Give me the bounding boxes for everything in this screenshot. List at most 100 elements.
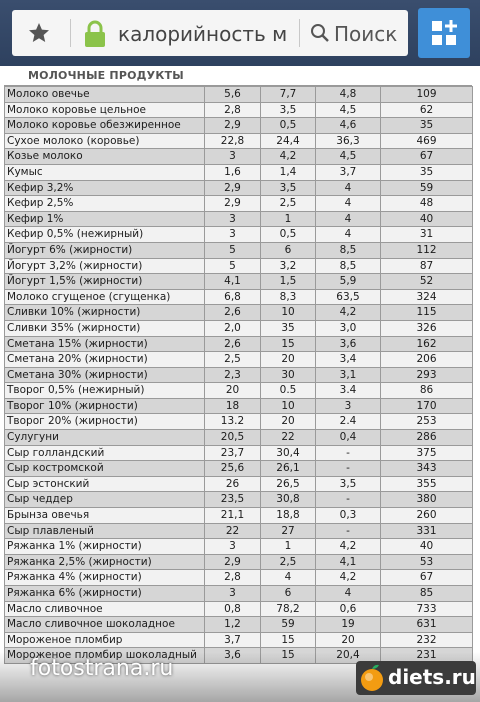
product-name-cell: Творог 10% (жирности) — [4, 397, 205, 415]
watermark-diets-logo: diets.ru — [356, 661, 476, 695]
value-cell: 2,8 — [204, 569, 261, 586]
star-icon[interactable] — [20, 16, 58, 50]
table-row: Сливки 10% (жирности) 2,6 10 4,2 115 — [4, 304, 473, 321]
table-row: Сыр эстонский 26 26,5 3,5 355 — [4, 475, 473, 493]
value-cell: 7,7 — [260, 86, 316, 103]
table-row: Сметана 30% (жирности) 2,3 30 3,1 293 — [4, 366, 473, 384]
table-row: Кефир 1% 3 1 4 40 — [4, 210, 473, 228]
value-cell: 26 — [204, 475, 261, 493]
value-cell: 0.5 — [260, 382, 316, 399]
product-name-cell: Сыр чеддер — [4, 491, 205, 509]
value-cell: 40 — [380, 538, 473, 555]
value-cell: 15 — [260, 335, 316, 353]
product-name-cell: Ряжанка 4% (жирности) — [4, 569, 205, 586]
product-name-cell: Молоко коровье цельное — [4, 101, 205, 119]
value-cell: 2,9 — [204, 195, 261, 212]
search-icon[interactable] — [310, 23, 330, 43]
value-cell: 52 — [380, 273, 473, 290]
product-name-cell: Мороженое пломбир — [4, 631, 205, 649]
value-cell: 3,5 — [260, 179, 316, 197]
value-cell: 631 — [380, 616, 473, 633]
value-cell: 3 — [204, 226, 261, 243]
address-bar[interactable]: калорийность м Поиск — [12, 10, 408, 56]
value-cell: 20 — [315, 631, 381, 649]
table-row: Ряжанка 6% (жирности) 3 6 4 85 — [4, 585, 473, 602]
value-cell: 67 — [380, 148, 473, 165]
value-cell: - — [315, 491, 381, 509]
value-cell: 22 — [260, 429, 316, 446]
value-cell: 3,1 — [315, 366, 381, 384]
value-cell: 0,5 — [260, 117, 316, 134]
value-cell: - — [315, 444, 381, 462]
value-cell: 2.4 — [315, 413, 381, 431]
search-label[interactable]: Поиск — [334, 22, 398, 46]
value-cell: 0,4 — [315, 429, 381, 446]
value-cell: 23,7 — [204, 444, 261, 462]
product-name-cell: Масло сливочное — [4, 600, 205, 618]
value-cell: 86 — [380, 382, 473, 399]
product-name-cell: Козье молоко — [4, 148, 205, 165]
watermark-diets-text: diets.ru — [388, 665, 476, 689]
value-cell: 286 — [380, 429, 473, 446]
product-name-cell: Ряжанка 2,5% (жирности) — [4, 553, 205, 571]
value-cell: 4 — [315, 195, 381, 212]
value-cell: 343 — [380, 460, 473, 477]
value-cell: 6 — [260, 585, 316, 602]
product-name-cell: Молоко овечье — [4, 86, 205, 103]
value-cell: 20,5 — [204, 429, 261, 446]
value-cell: 31 — [380, 226, 473, 243]
product-name-cell: Сливки 10% (жирности) — [4, 304, 205, 321]
value-cell: 4 — [315, 585, 381, 602]
product-name-cell: Сметана 20% (жирности) — [4, 351, 205, 368]
value-cell: 30,4 — [260, 444, 316, 462]
product-name-cell: Молоко коровье обезжиренное — [4, 117, 205, 134]
value-cell: 4,5 — [315, 148, 381, 165]
value-cell: 36,3 — [315, 132, 381, 150]
value-cell: 35 — [380, 163, 473, 181]
table-row: Молоко коровье цельное 2,8 3,5 4,5 62 — [4, 101, 473, 119]
value-cell: 293 — [380, 366, 473, 384]
value-cell: 331 — [380, 522, 473, 540]
value-cell: 48 — [380, 195, 473, 212]
value-cell: 3,7 — [204, 631, 261, 649]
value-cell: 6 — [260, 241, 316, 259]
divider — [299, 19, 300, 47]
value-cell: 30,8 — [260, 491, 316, 509]
table-row: Козье молоко 3 4,2 4,5 67 — [4, 148, 473, 165]
value-cell: 3 — [204, 538, 261, 555]
divider — [70, 19, 71, 47]
tabs-grid-icon[interactable] — [418, 8, 470, 58]
value-cell: 380 — [380, 491, 473, 509]
value-cell: 3 — [204, 148, 261, 165]
value-cell: 2,5 — [204, 351, 261, 368]
value-cell: 162 — [380, 335, 473, 353]
value-cell: 26,5 — [260, 475, 316, 493]
value-cell: - — [315, 522, 381, 540]
table-row: Йогурт 1,5% (жирности) 4,1 1,5 5,9 52 — [4, 273, 473, 290]
value-cell: 2,9 — [204, 117, 261, 134]
value-cell: 4,1 — [315, 553, 381, 571]
product-name-cell: Сухое молоко (коровье) — [4, 132, 205, 150]
value-cell: 35 — [260, 319, 316, 337]
table-row: Молоко овечье 5,6 7,7 4,8 109 — [4, 86, 473, 103]
product-name-cell: Мороженое пломбир шоколадный — [4, 647, 205, 664]
value-cell: 20 — [260, 413, 316, 431]
value-cell: - — [315, 460, 381, 477]
table-row: Ряжанка 4% (жирности) 2,8 4 4,2 67 — [4, 569, 473, 586]
product-name-cell: Брынза овечья — [4, 507, 205, 524]
value-cell: 35 — [380, 117, 473, 134]
value-cell: 733 — [380, 600, 473, 618]
table-row: Сухое молоко (коровье) 22,8 24,4 36,3 469 — [4, 132, 473, 150]
value-cell: 375 — [380, 444, 473, 462]
table-row: Сыр костромской 25,6 26,1-343 — [4, 460, 473, 477]
value-cell: 20,4 — [315, 647, 381, 664]
value-cell: 253 — [380, 413, 473, 431]
product-name-cell: Кефир 2,5% — [4, 195, 205, 212]
value-cell: 10 — [260, 397, 316, 415]
product-name-cell: Йогурт 6% (жирности) — [4, 241, 205, 259]
table-row: Сметана 15% (жирности) 2,6 15 3,6 162 — [4, 335, 473, 353]
url-text[interactable]: калорийность м — [118, 22, 288, 46]
value-cell: 40 — [380, 210, 473, 228]
table-heading: МОЛОЧНЫЕ ПРОДУКТЫ — [28, 69, 184, 82]
product-name-cell: Кумыс — [4, 163, 205, 181]
